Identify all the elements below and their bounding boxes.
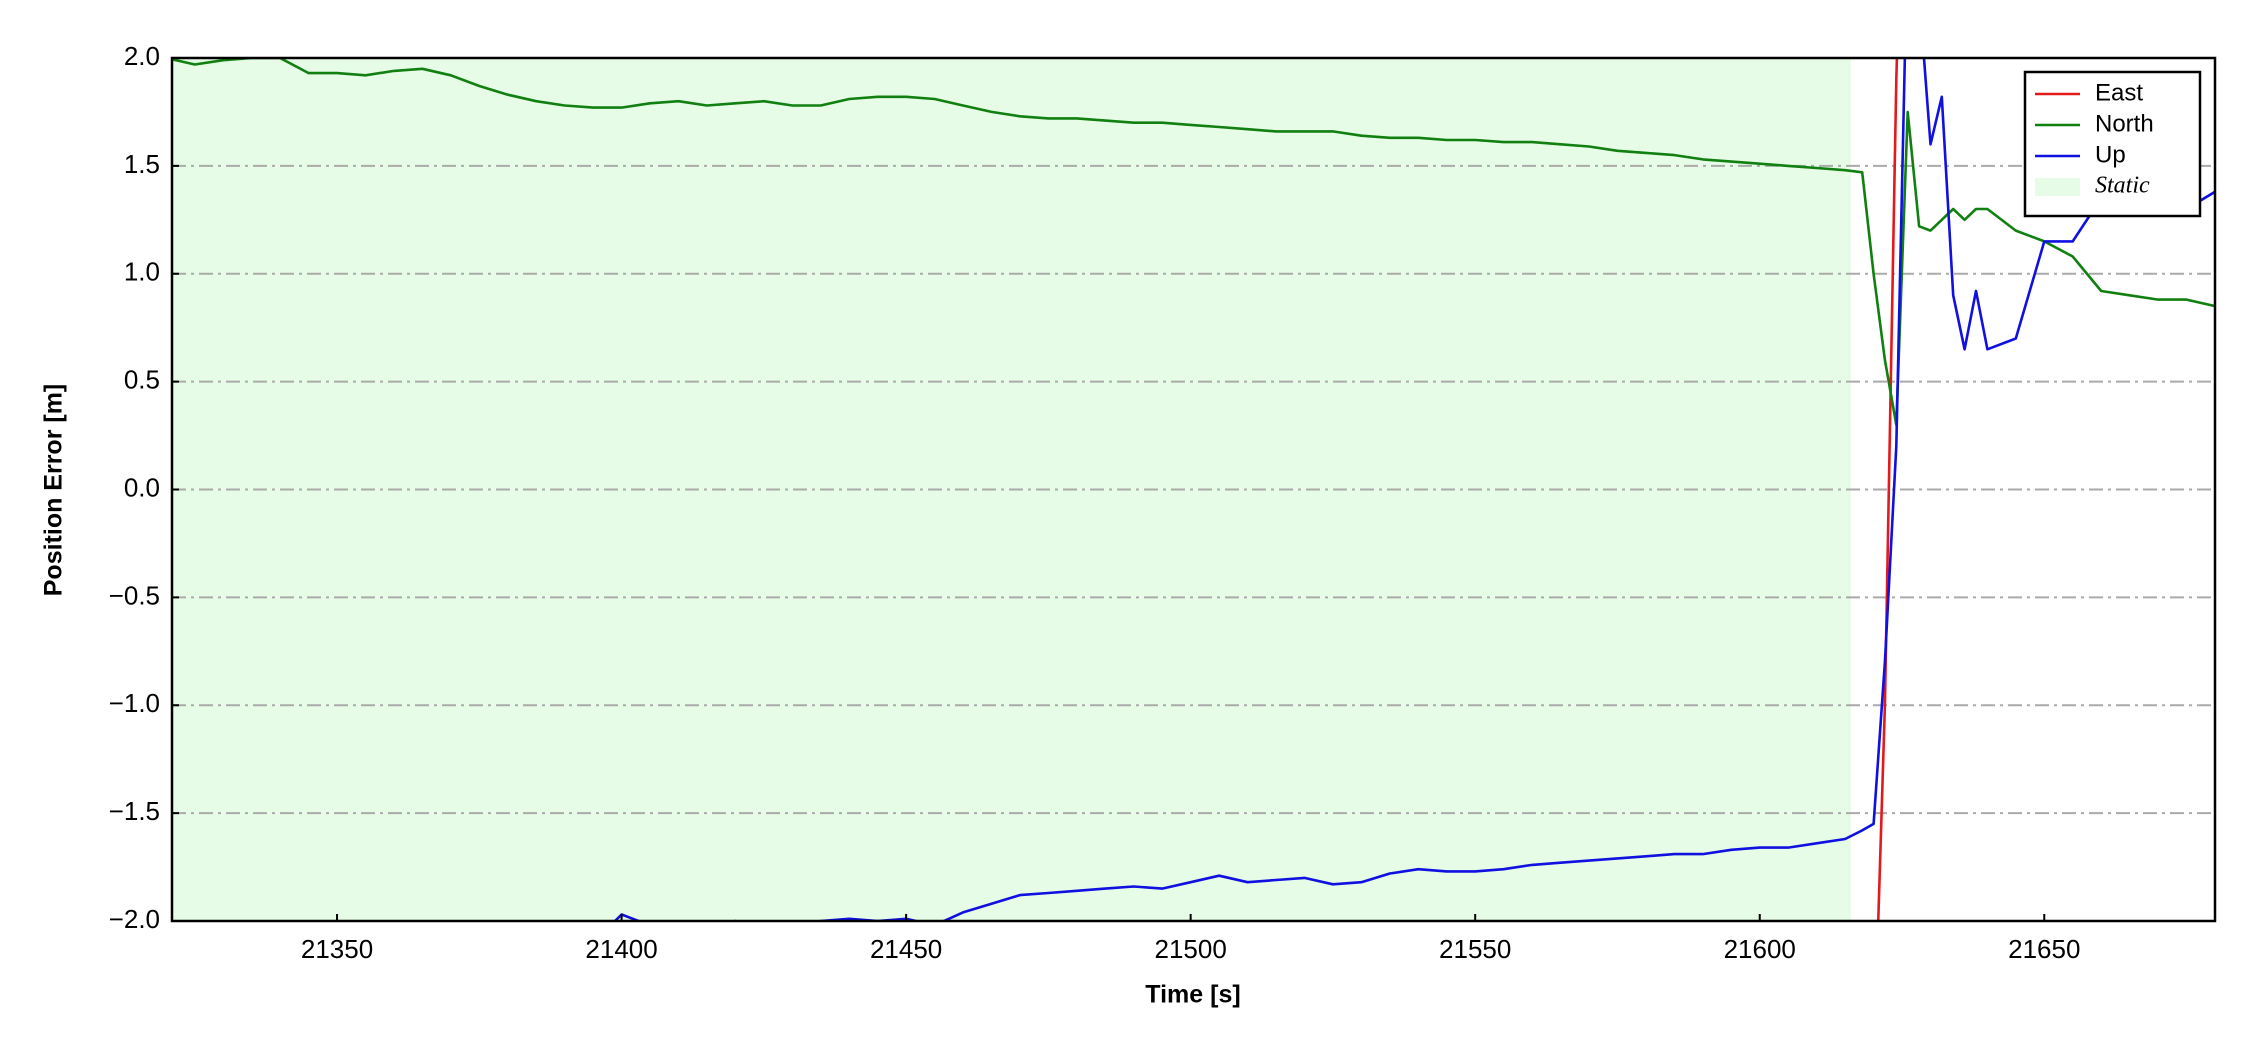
y-tick-label: 1.5 (124, 149, 160, 179)
y-tick-label: 0.0 (124, 472, 160, 502)
y-tick-label: 2.0 (124, 41, 160, 71)
x-tick-label: 21350 (301, 934, 373, 964)
y-tick-label: −2.0 (109, 904, 160, 934)
x-axis-label: Time [s] (1145, 981, 1240, 1009)
y-tick-label: −1.0 (109, 688, 160, 718)
series-line (172, 58, 2215, 427)
x-tick-label: 21500 (1154, 934, 1226, 964)
legend-label: Static (2095, 173, 2150, 199)
y-tick-label: −0.5 (109, 580, 160, 610)
plot-frame (170, 56, 2217, 923)
legend-label: Up (2095, 141, 2126, 168)
legend-label: North (2095, 110, 2154, 137)
legend-swatch (2035, 178, 2080, 196)
x-tick-label: 21550 (1439, 934, 1511, 964)
y-axis-label: Position Error [m] (40, 384, 68, 597)
x-tick-label: 21650 (2008, 934, 2080, 964)
legend-label: East (2095, 79, 2143, 106)
x-tick-label: 21600 (1724, 934, 1796, 964)
y-tick-label: 1.0 (124, 257, 160, 287)
x-tick-label: 21400 (585, 934, 657, 964)
y-tick-label: −1.5 (109, 796, 160, 826)
plot-area (172, 58, 2215, 921)
y-tick-label: 0.5 (124, 365, 160, 395)
series-line (613, 58, 2215, 921)
x-tick-label: 21450 (870, 934, 942, 964)
